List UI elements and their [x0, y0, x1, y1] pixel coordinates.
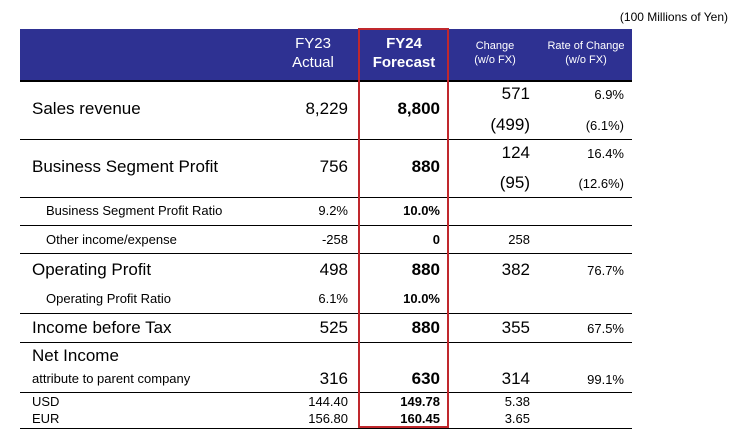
- header-fy23-line2: Actual: [292, 53, 334, 71]
- ni-change: 314: [501, 369, 530, 388]
- bsp-fy23: 756: [319, 157, 348, 176]
- divider: [20, 313, 632, 314]
- ibt-fy23: 525: [319, 318, 348, 337]
- op-ratio-fy23: 6.1%: [318, 291, 348, 306]
- divider: [20, 428, 632, 429]
- divider: [20, 253, 632, 254]
- other-fy24: 0: [432, 232, 440, 247]
- ni-rate: 99.1%: [587, 372, 624, 387]
- op-change: 382: [501, 260, 530, 279]
- divider: [20, 392, 632, 393]
- bsp-fy24: 880: [411, 157, 440, 176]
- header-rate: Rate of Change (w/o FX): [540, 40, 632, 68]
- row-label-other: Other income/expense: [46, 232, 177, 247]
- header-rate-line1: Rate of Change: [547, 40, 625, 52]
- sales-change: 571: [501, 84, 530, 103]
- ni-fy24: 630: [411, 369, 440, 388]
- bsp-ratio-fy24: 10.0%: [403, 203, 440, 218]
- row-label-sales: Sales revenue: [32, 99, 141, 118]
- eur-fy24: 160.45: [400, 411, 440, 426]
- ibt-rate: 67.5%: [587, 321, 624, 336]
- header-rate-line2: (w/o FX): [565, 53, 607, 66]
- row-label-bsp-ratio: Business Segment Profit Ratio: [46, 203, 223, 218]
- row-sublabel-ni: attribute to parent company: [32, 371, 191, 386]
- bsp-rate: 16.4%: [587, 146, 624, 161]
- usd-change: 5.38: [504, 394, 530, 409]
- header-change: Change (w/o FX): [456, 40, 534, 68]
- header-fy23-line1: FY23: [295, 35, 331, 52]
- usd-fy23: 144.40: [308, 394, 348, 409]
- op-fy24: 880: [411, 260, 440, 279]
- row-label-bsp: Business Segment Profit: [32, 157, 219, 176]
- ibt-fy24: 880: [411, 318, 440, 337]
- row-label-op-ratio: Operating Profit Ratio: [46, 291, 172, 306]
- header-fy24: FY24 Forecast: [360, 35, 448, 73]
- divider: [20, 342, 632, 343]
- bsp-rate-wo-fx: (12.6%): [578, 176, 624, 191]
- row-label-op: Operating Profit: [32, 260, 152, 279]
- bsp-change: 124: [501, 143, 530, 162]
- bsp-ratio-fy23: 9.2%: [318, 203, 348, 218]
- op-fy23: 498: [319, 260, 348, 279]
- table-header: FY23 Actual FY24 Forecast Change (w/o FX…: [20, 29, 632, 80]
- header-change-line2: (w/o FX): [474, 53, 516, 66]
- header-fy24-line2: Forecast: [372, 53, 436, 71]
- unit-note: (100 Millions of Yen): [619, 10, 728, 24]
- row-label-eur: EUR: [32, 411, 60, 426]
- bsp-change-wo-fx: (95): [499, 173, 530, 192]
- header-change-line1: Change: [475, 40, 515, 52]
- header-fy24-line1: FY24: [386, 35, 422, 52]
- fy24-highlight-box: [358, 28, 449, 428]
- divider: [20, 139, 632, 140]
- sales-fy23: 8,229: [305, 99, 348, 118]
- divider: [20, 80, 632, 82]
- row-label-ibt: Income before Tax: [32, 318, 172, 337]
- op-rate: 76.7%: [587, 263, 624, 278]
- usd-fy24: 149.78: [400, 394, 440, 409]
- eur-fy23: 156.80: [308, 411, 348, 426]
- row-label-ni: Net Income: [32, 346, 119, 365]
- divider: [20, 197, 632, 198]
- sales-rate-wo-fx: (6.1%): [585, 118, 624, 133]
- other-fy23: -258: [321, 232, 348, 247]
- row-label-usd: USD: [32, 394, 60, 409]
- op-ratio-fy24: 10.0%: [403, 291, 440, 306]
- ibt-change: 355: [501, 318, 530, 337]
- sales-rate: 6.9%: [594, 87, 624, 102]
- header-fy23: FY23 Actual: [272, 35, 354, 73]
- sales-change-wo-fx: (499): [490, 115, 530, 134]
- ni-fy23: 316: [319, 369, 348, 388]
- sales-fy24: 8,800: [397, 99, 440, 118]
- other-change: 258: [508, 232, 530, 247]
- divider: [20, 225, 632, 226]
- eur-change: 3.65: [504, 411, 530, 426]
